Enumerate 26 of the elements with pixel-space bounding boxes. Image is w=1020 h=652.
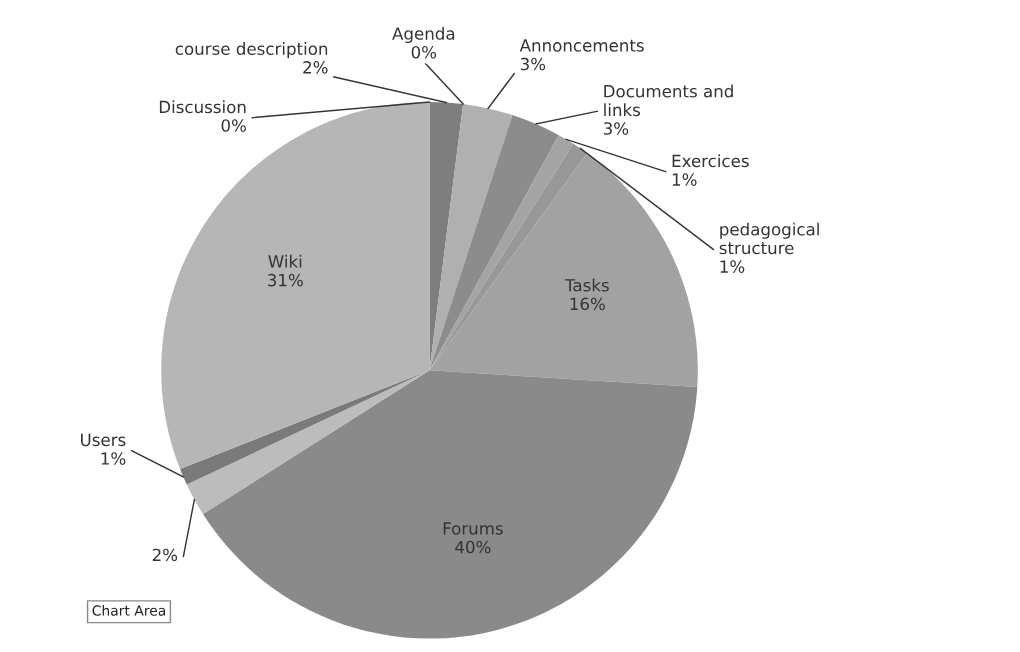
slice-label: Forums [443, 522, 503, 535]
text: 0% [411, 45, 437, 59]
data-label: 1% [101, 452, 126, 465]
data-label: 1% [720, 260, 745, 273]
data-label: 1% [672, 173, 697, 186]
data-label: 3% [603, 122, 629, 135]
data-label: 16% [570, 297, 605, 311]
category-label: Agenda [392, 26, 455, 44]
data-label: 40% [455, 540, 491, 554]
data-label: 2% [152, 548, 178, 562]
slice-label: course description [175, 42, 328, 59]
text: 0% [221, 119, 246, 132]
slice-label: Wiki [268, 254, 302, 268]
slice-label: Users [81, 433, 126, 447]
data-label: 3% [520, 57, 546, 71]
data-label: 2% [303, 61, 328, 74]
slice-label: pedagogical structure [719, 222, 819, 255]
text: Chart Area [92, 605, 165, 616]
slice-label: Tasks [564, 278, 609, 292]
slice-label: Documents and links [604, 84, 733, 117]
slice-label: Annoncements [519, 39, 644, 52]
pie-slice [202, 370, 698, 639]
pie-slice [180, 370, 430, 485]
category-label: Discussion [159, 100, 246, 114]
data-label: 31% [268, 273, 303, 287]
slice-label: Exercices [672, 154, 749, 168]
